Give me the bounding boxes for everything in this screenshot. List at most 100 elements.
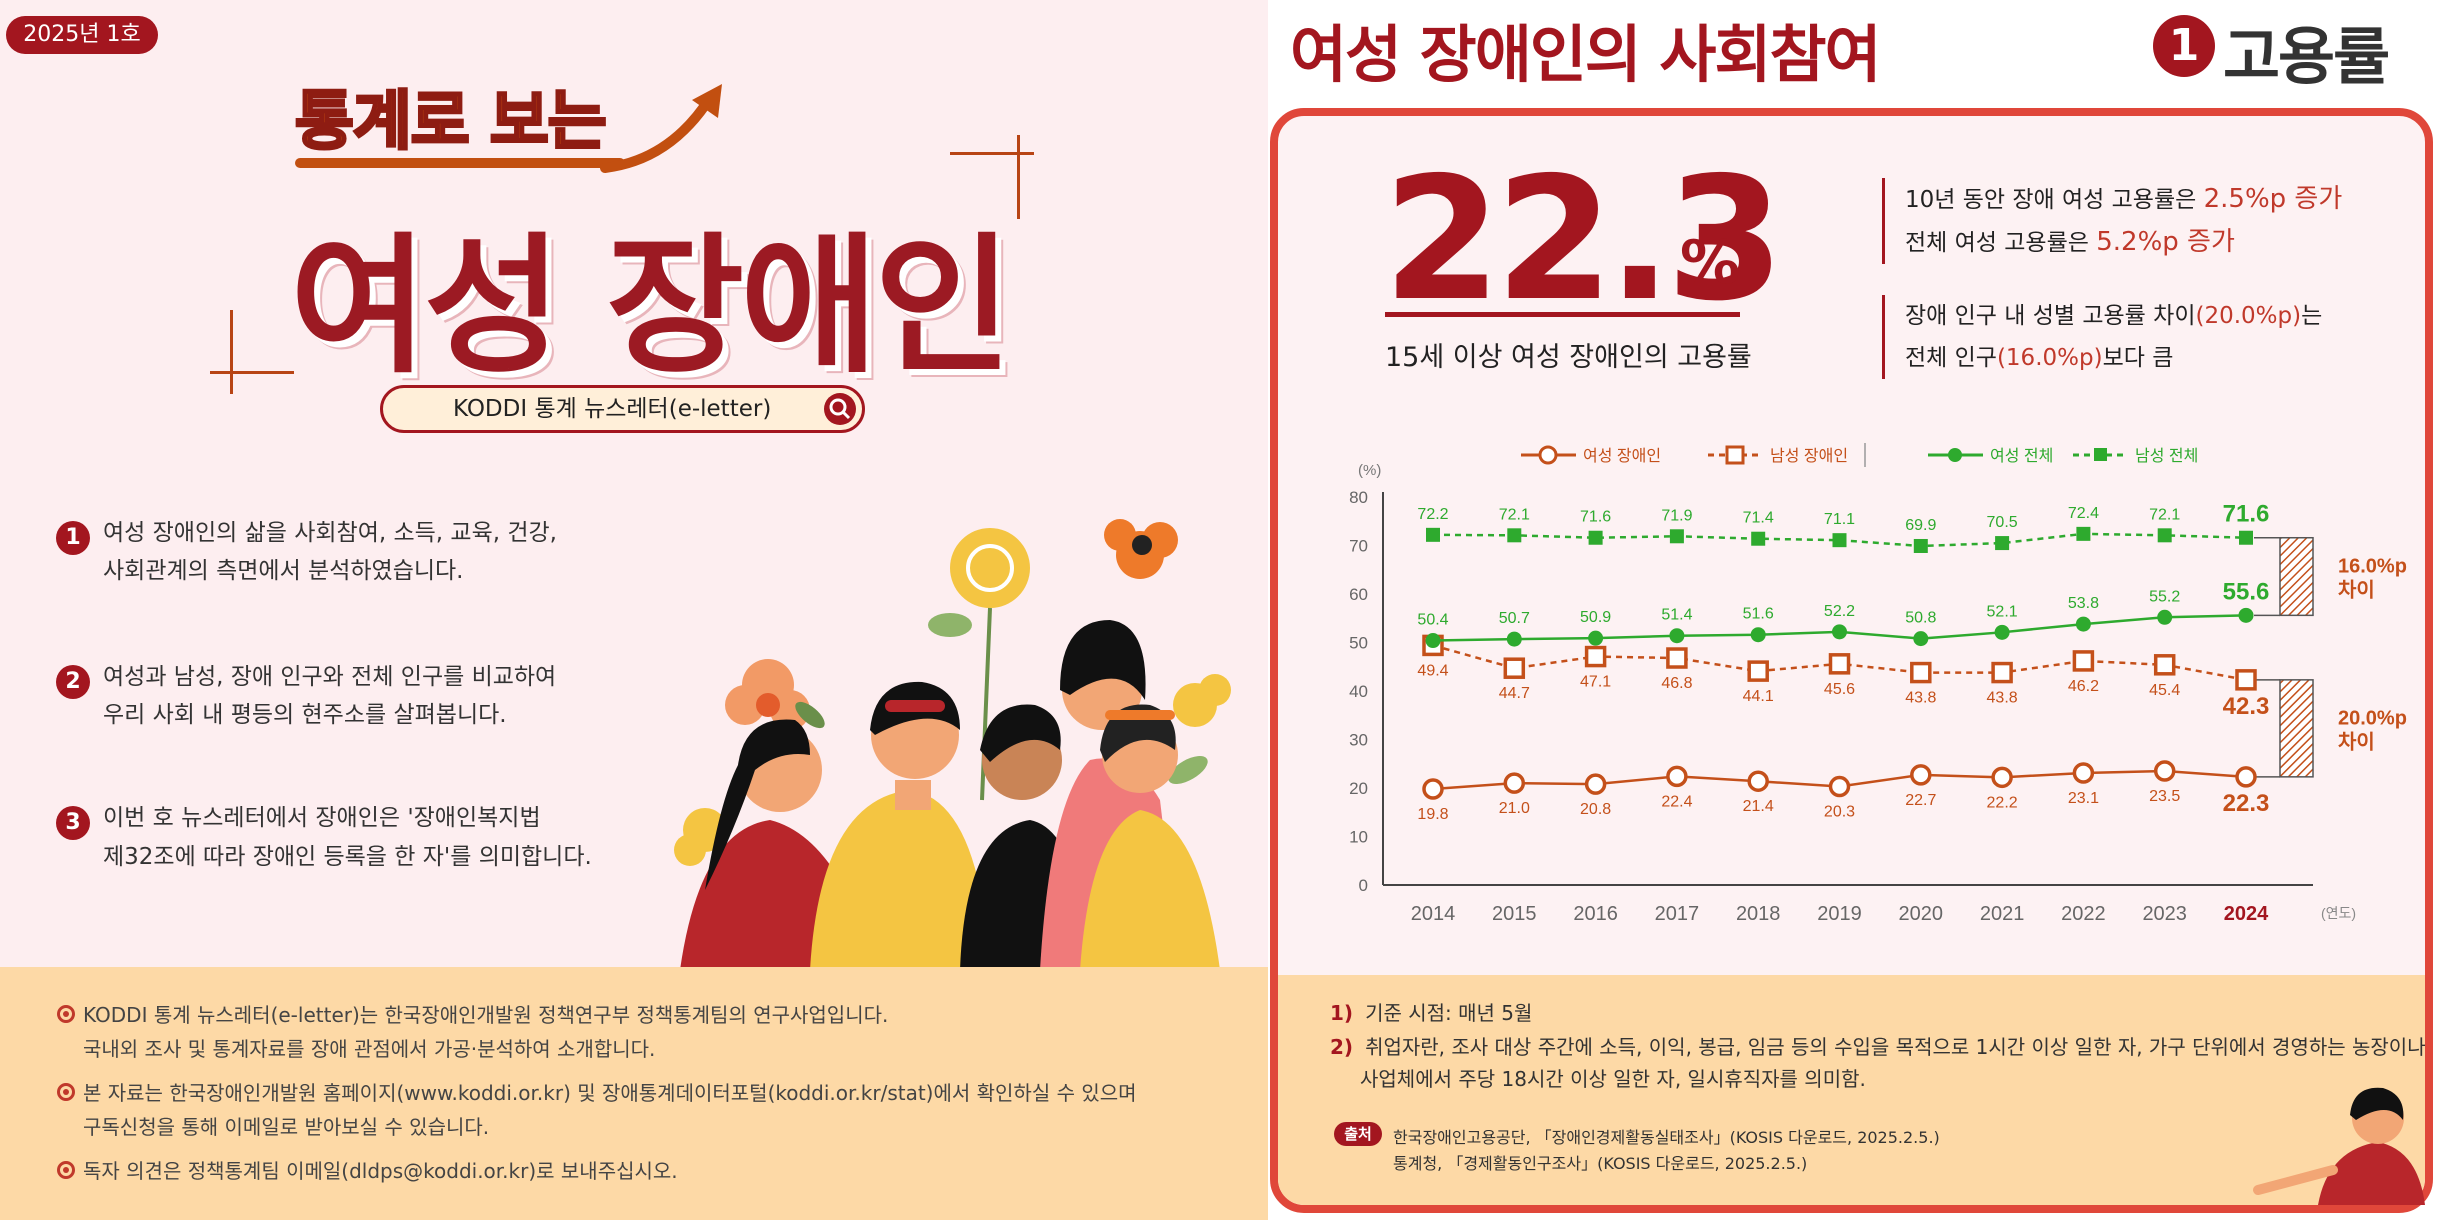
gap-bracket [2279, 679, 2314, 778]
fact-text: 10년 동안 장애 여성 고용률은 [1905, 187, 2204, 213]
data-label: 55.2 [2149, 588, 2180, 605]
x-tick-label: 2020 [1899, 903, 1944, 925]
point-number: 1 [56, 521, 90, 555]
data-point [2072, 762, 2095, 784]
gap-label: 16.0%p [2338, 556, 2407, 578]
data-label: 52.1 [1987, 603, 2018, 620]
fact-highlight: (20.0%p) [2195, 303, 2302, 329]
data-label: 45.6 [1824, 681, 1855, 698]
data-point [1425, 633, 1441, 649]
x-unit-label: (연도) [2321, 905, 2356, 921]
point-text: 여성 장애인의 삶을 사회참여, 소득, 교육, 건강, [103, 520, 557, 546]
presenter-illustration [2253, 1087, 2425, 1205]
data-point [2075, 616, 2091, 632]
fact-text: 전체 인구 [1905, 345, 1997, 371]
section-title: 여성 장애인의 사회참여 [1290, 18, 1882, 91]
data-point [1747, 770, 1769, 792]
data-point [1669, 628, 1685, 644]
data-label: 72.1 [2149, 506, 2180, 523]
newsletter-search-bar: KODDI 통계 뉴스레터(e-letter) [380, 385, 865, 433]
data-label: 70.5 [1987, 514, 2018, 531]
data-point [1669, 529, 1684, 544]
footnote-text: 취업자란, 조사 대상 주간에 소득, 이익, 봉급, 임금 등의 수입을 목적… [1365, 1035, 2426, 1059]
cover-subtitle: 통계로 보는 [294, 84, 609, 161]
data-label: 22.2 [1987, 794, 2018, 811]
headline-caption: 15세 이상 여성 장애인의 고용률 [1385, 342, 1752, 373]
data-point [1666, 765, 1688, 788]
data-point [1828, 653, 1851, 675]
legend-marker [1725, 445, 1745, 465]
data-label: 22.7 [1905, 792, 1936, 809]
data-point [2157, 528, 2172, 543]
footer-note: KODDI 통계 뉴스레터(e-letter)는 한국장애인개발원 정책연구부 … [83, 1003, 889, 1027]
subtitle-underline [295, 158, 625, 168]
data-label: 72.2 [1417, 506, 1448, 523]
y-tick-label: 70 [1349, 537, 1368, 556]
chart-footnotes: 1) 기준 시점: 매년 5월 2) 취업자란, 조사 대상 주간에 소득, 이익,… [1278, 975, 2426, 1205]
x-tick-label: 2014 [1411, 903, 1456, 925]
data-point [1588, 630, 1604, 646]
x-tick-label: 2017 [1655, 903, 1700, 925]
x-tick-label: 2016 [1573, 903, 1618, 925]
y-unit-label: (%) [1358, 462, 1381, 479]
data-label: 44.1 [1743, 688, 1774, 705]
data-point [1666, 647, 1688, 669]
y-tick-label: 0 [1359, 876, 1368, 895]
x-tick-label: 2023 [2142, 903, 2187, 925]
x-tick-label: 2022 [2061, 903, 2106, 925]
fact-text: 는 [2301, 303, 2323, 329]
data-label: 71.1 [1824, 511, 1855, 528]
data-point [1584, 773, 1607, 795]
point-text: 사회관계의 측면에서 분석하였습니다. [103, 558, 464, 584]
data-label: 71.9 [1661, 507, 1692, 524]
y-tick-label: 30 [1349, 731, 1368, 750]
data-point [2153, 654, 2176, 676]
headline-unit: % [1680, 228, 1741, 298]
legend-label: 남성 전체 [2135, 447, 2198, 465]
point-text: 여성과 남성, 장애 인구와 전체 인구를 비교하여 [103, 664, 557, 690]
data-label: 69.9 [1905, 517, 1936, 534]
y-tick-label: 40 [1349, 682, 1368, 701]
data-point [1910, 661, 1932, 684]
data-label: 21.4 [1743, 798, 1774, 815]
legend-marker [2094, 448, 2107, 461]
data-label: 22.3 [2223, 790, 2270, 817]
data-point [1750, 627, 1766, 643]
fact-text: 장애 인구 내 성별 고용률 차이 [1905, 303, 2196, 329]
fact-highlight: 2.5%p 증가 [2203, 184, 2343, 214]
search-icon [824, 393, 856, 425]
data-label: 45.4 [2149, 682, 2180, 699]
newsletter-name: KODDI 통계 뉴스레터(e-letter) [453, 396, 772, 422]
data-label: 50.4 [1417, 612, 1448, 629]
data-label: 21.0 [1499, 800, 1530, 817]
section-number: 1 [2153, 15, 2215, 77]
data-label: 51.6 [1743, 606, 1774, 623]
data-point [1751, 531, 1766, 546]
data-point [1910, 764, 1932, 786]
data-label: 71.6 [2223, 501, 2270, 528]
data-label: 43.8 [1905, 690, 1936, 707]
data-point [1747, 660, 1769, 682]
data-label: 71.6 [1580, 509, 1611, 526]
gap-label: 20.0%p [2338, 707, 2407, 729]
legend-label: 여성 전체 [1990, 447, 2053, 465]
x-tick-label: 2018 [1736, 903, 1781, 925]
data-point [1426, 527, 1440, 542]
data-point [1828, 775, 1851, 798]
data-point [2157, 609, 2173, 625]
data-label: 50.9 [1580, 609, 1611, 626]
legend-marker [1948, 448, 1962, 462]
footer-note: 독자 의견은 정책통계팀 이메일(dldps@koddi.or.kr)로 보내주… [83, 1159, 678, 1183]
data-label: 49.4 [1417, 662, 1448, 679]
data-point [1503, 657, 1526, 679]
source-line: 한국장애인고용공단, 「장애인경제활동실태조사」(KOSIS 다운로드, 202… [1393, 1128, 1940, 1147]
data-point [1422, 778, 1444, 800]
cover-footer: KODDI 통계 뉴스레터(e-letter)는 한국장애인개발원 정책연구부 … [0, 967, 1268, 1220]
data-point [2072, 650, 2095, 672]
fact-text: 전체 여성 고용률은 [1905, 230, 2097, 256]
legend-label: 남성 장애인 [1770, 447, 1848, 465]
data-label: 42.3 [2223, 693, 2270, 720]
data-label: 20.3 [1824, 804, 1855, 821]
data-label: 50.7 [1499, 610, 1530, 627]
footer-note: 구독신청을 통해 이메일로 받아보실 수 있습니다. [83, 1115, 490, 1139]
